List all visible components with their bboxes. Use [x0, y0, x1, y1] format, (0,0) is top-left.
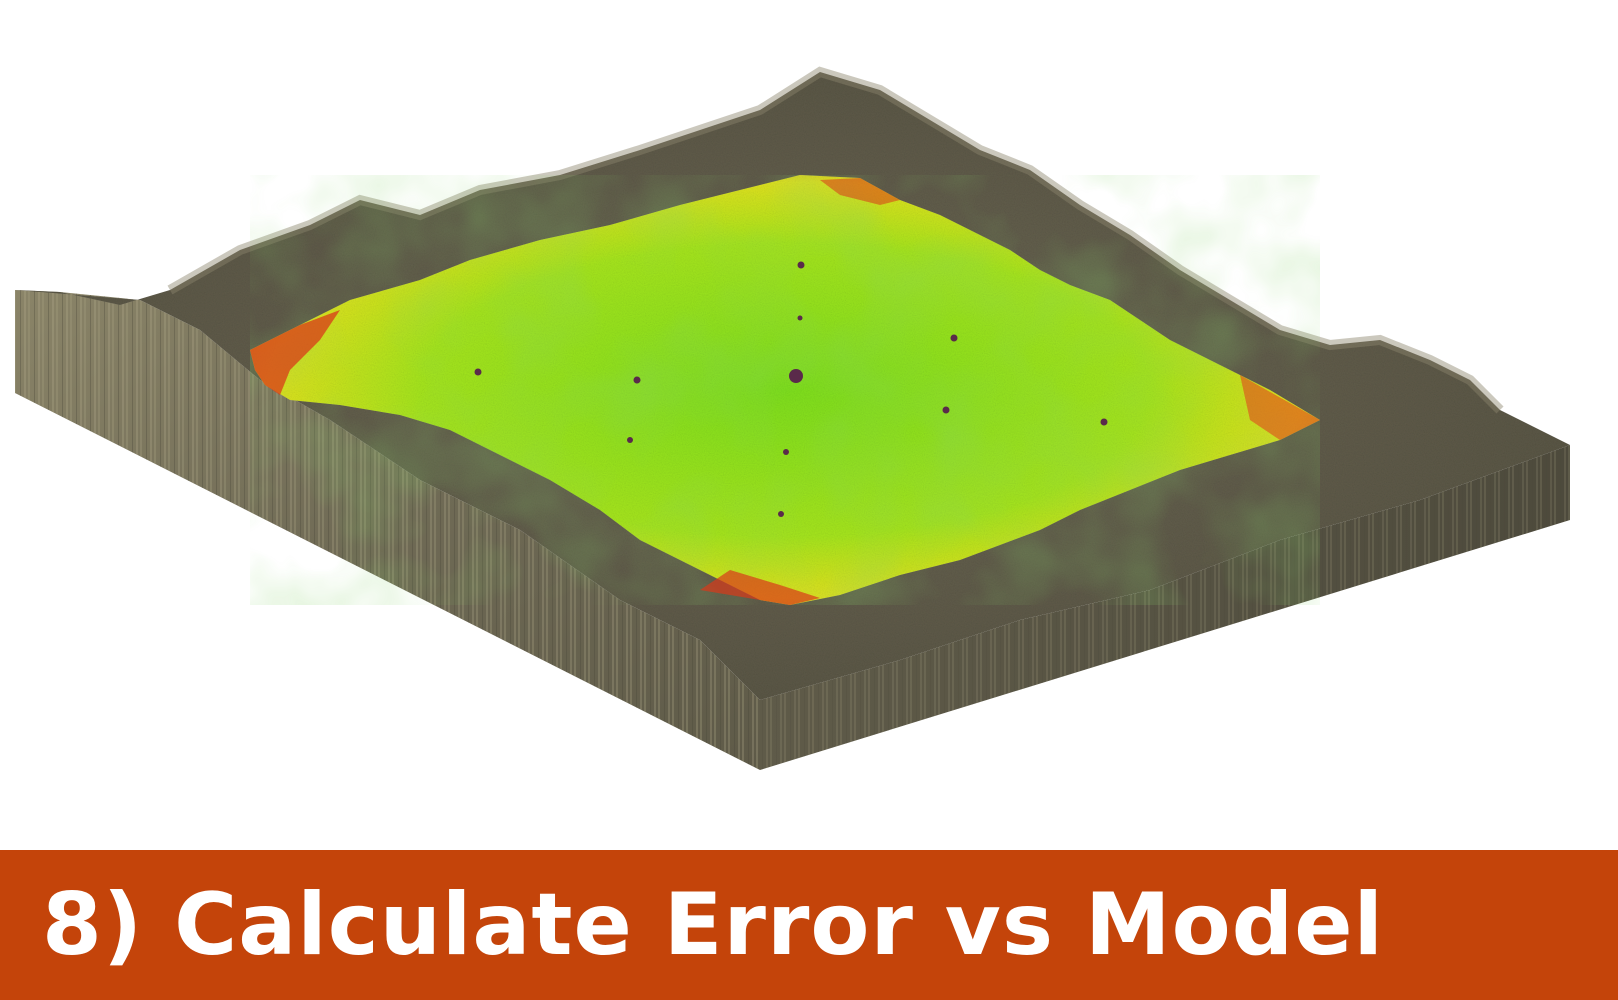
marker — [633, 376, 641, 384]
marker — [797, 315, 803, 321]
marker — [783, 449, 789, 455]
marker — [942, 406, 950, 414]
error-heatmap — [250, 175, 1320, 605]
marker — [950, 334, 958, 342]
marker — [1100, 418, 1108, 426]
marker — [797, 261, 805, 269]
marker — [474, 368, 482, 376]
marker — [789, 369, 803, 383]
marker — [778, 511, 784, 517]
control-point-markers — [474, 261, 1108, 517]
marker — [627, 437, 633, 443]
caption-bar: 8) Calculate Error vs Model — [0, 850, 1618, 1000]
terrain-block-illustration — [15, 66, 1570, 770]
caption-title: 8) Calculate Error vs Model — [42, 875, 1385, 975]
terrain-error-visualization — [15, 66, 1570, 770]
